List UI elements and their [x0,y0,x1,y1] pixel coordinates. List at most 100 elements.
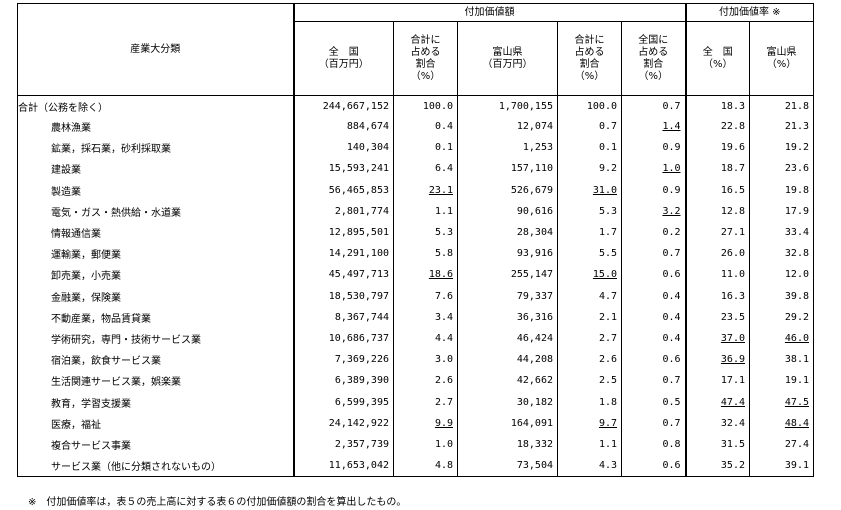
cell-national: 15,593,241 [293,158,394,180]
table-row: 医療，福祉 24,142,922 9.9 164,091 9.7 0.7 32.4 48.4 [17,412,814,434]
cell-vs-national: 0.4 [621,327,687,350]
row-category: サービス業（他に分類されないもの） [17,455,295,478]
table-row: 農林漁業 884,674 0.4 12,074 0.7 1.4 22.8 21.3 [17,116,814,138]
cell-toyama-share: 100.0 [557,95,622,116]
cell-national: 2,801,774 [293,200,394,222]
cell-national: 8,367,744 [293,306,394,328]
cell-national-share: 0.1 [393,137,458,159]
cell-vs-national: 0.7 [621,412,687,434]
header-toyama: 富山県 （百万円） [457,21,558,96]
cell-vs-national: 0.6 [621,264,687,286]
table-row: 運輸業，郵便業 14,291,100 5.8 93,916 5.5 0.7 26.0 32.8 [17,243,814,265]
cell-toyama-share: 2.6 [557,349,622,371]
cell-national-share: 3.0 [393,349,458,371]
row-category: 鉱業，採石業，砂利採取業 [17,137,295,159]
cell-toyama-share: 2.7 [557,327,622,350]
cell-toyama: 90,616 [457,200,558,222]
cell-national-share: 5.3 [393,221,458,244]
cell-rate-national: 36.9 [685,349,750,371]
cell-vs-national: 1.4 [621,116,687,138]
cell-rate-national: 18.7 [685,158,750,180]
cell-rate-toyama: 46.0 [749,327,814,350]
table-row: 不動産業，物品賃貸業 8,367,744 3.4 36,316 2.1 0.4 23.5 29… [17,306,814,328]
row-category: 運輸業，郵便業 [17,243,295,265]
cell-rate-toyama: 21.3 [749,116,814,138]
cell-rate-national: 23.5 [685,306,750,328]
cell-vs-national: 0.9 [621,179,687,201]
table-row: サービス業（他に分類されないもの） 11,653,042 4.8 73,504 4.3 0… [17,455,814,478]
row-category: 医療，福祉 [17,412,295,434]
cell-toyama-share: 9.2 [557,158,622,180]
row-category: 卸売業，小売業 [17,264,295,286]
row-category: 複合サービス事業 [17,433,295,455]
header-added-value-rate: 付加価値率 ※ [685,3,814,22]
cell-national-share: 3.4 [393,306,458,328]
cell-rate-national: 47.4 [685,391,750,413]
row-category: 学術研究，専門・技術サービス業 [17,327,295,350]
row-category: 合計（公務を除く） [17,95,295,116]
cell-national: 244,667,152 [293,95,394,116]
cell-national-share: 6.4 [393,158,458,180]
row-category: 不動産業，物品賃貸業 [17,306,295,328]
cell-vs-national: 3.2 [621,200,687,222]
cell-toyama: 73,504 [457,455,558,478]
cell-rate-toyama: 12.0 [749,264,814,286]
cell-toyama: 44,208 [457,349,558,371]
header-national-share: 合計に 占める 割合 （%） [393,21,458,96]
cell-national-share: 1.0 [393,433,458,455]
cell-rate-national: 18.3 [685,95,750,116]
cell-national: 56,465,853 [293,179,394,201]
cell-rate-toyama: 48.4 [749,412,814,434]
cell-toyama-share: 0.7 [557,116,622,138]
cell-toyama: 46,424 [457,327,558,350]
cell-rate-toyama: 39.8 [749,285,814,307]
cell-toyama: 255,147 [457,264,558,286]
cell-toyama-share: 1.1 [557,433,622,455]
cell-rate-toyama: 38.1 [749,349,814,371]
table-row: 卸売業，小売業 45,497,713 18.6 255,147 15.0 0.6 11.0 1… [17,264,814,286]
row-category: 建設業 [17,158,295,180]
cell-toyama: 1,253 [457,137,558,159]
cell-toyama-share: 5.3 [557,200,622,222]
cell-vs-national: 1.0 [621,158,687,180]
cell-toyama-share: 31.0 [557,179,622,201]
cell-rate-national: 22.8 [685,116,750,138]
cell-toyama-share: 9.7 [557,412,622,434]
cell-national: 2,357,739 [293,433,394,455]
cell-toyama: 157,110 [457,158,558,180]
cell-rate-toyama: 27.4 [749,433,814,455]
cell-vs-national: 0.4 [621,306,687,328]
cell-rate-toyama: 19.2 [749,137,814,159]
row-category: 宿泊業，飲食サービス業 [17,349,295,371]
cell-vs-national: 0.7 [621,243,687,265]
header-toyama-share: 合計に 占める 割合 （%） [557,21,622,96]
table-row: 鉱業，採石業，砂利採取業 140,304 0.1 1,253 0.1 0.9 19.6 19.… [17,137,814,159]
cell-vs-national: 0.4 [621,285,687,307]
row-category: 農林漁業 [17,116,295,138]
cell-rate-national: 26.0 [685,243,750,265]
table-row: 合計（公務を除く） 244,667,152 100.0 1,700,155 100.0 0… [17,95,814,116]
cell-national-share: 23.1 [393,179,458,201]
cell-toyama-share: 2.1 [557,306,622,328]
cell-national-share: 100.0 [393,95,458,116]
cell-rate-national: 12.8 [685,200,750,222]
header-toyama-vs-national: 全国に 占める 割合 （%） [621,21,687,96]
footnote: ※ 付加価値率は，表５の売上高に対する表６の付加価値額の割合を算出したもの。 [28,497,407,508]
cell-toyama: 93,916 [457,243,558,265]
cell-national: 140,304 [293,137,394,159]
header-rate-toyama: 富山県 （%） [749,21,814,96]
header-category: 産業大分類 [17,3,295,96]
row-category: 情報通信業 [17,221,295,244]
table-row: 宿泊業，飲食サービス業 7,369,226 3.0 44,208 2.6 0.6 36.9 3… [17,349,814,371]
cell-vs-national: 0.8 [621,433,687,455]
header-national: 全 国 （百万円） [293,21,394,96]
cell-toyama-share: 4.3 [557,455,622,478]
cell-national: 7,369,226 [293,349,394,371]
cell-rate-toyama: 21.8 [749,95,814,116]
cell-rate-toyama: 32.8 [749,243,814,265]
cell-toyama-share: 1.7 [557,221,622,244]
cell-rate-national: 11.0 [685,264,750,286]
cell-toyama: 12,074 [457,116,558,138]
cell-toyama: 526,679 [457,179,558,201]
cell-rate-national: 32.4 [685,412,750,434]
